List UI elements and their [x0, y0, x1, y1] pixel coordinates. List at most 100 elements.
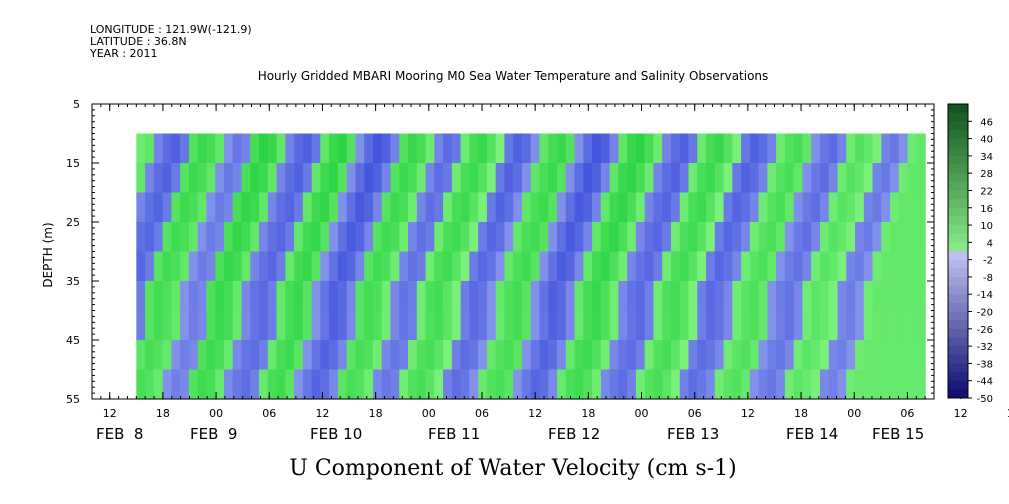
heatmap-cell: [627, 192, 637, 223]
heatmap-cell: [390, 369, 400, 400]
colorbar-tick-label: 40: [980, 135, 993, 146]
heatmap-cell: [723, 192, 733, 223]
x-hour-tick-label: 12: [741, 407, 755, 420]
heatmap-cell: [653, 281, 663, 312]
heatmap-cell: [469, 222, 479, 253]
heatmap-cell: [635, 222, 646, 253]
heatmap-cell: [741, 369, 751, 400]
heatmap-cell: [451, 369, 462, 400]
heatmap-cell: [548, 281, 558, 312]
colorbar-swatch: [948, 380, 968, 390]
heatmap-cell: [259, 251, 269, 282]
heatmap-cell: [425, 340, 435, 371]
heatmap-cell: [767, 340, 777, 371]
heatmap-cell: [267, 163, 278, 194]
heatmap-cell: [530, 133, 541, 164]
heatmap-cell: [153, 251, 164, 282]
heatmap-cell: [390, 222, 400, 253]
heatmap-cell: [206, 340, 216, 371]
heatmap-cell: [881, 222, 891, 253]
heatmap-cell: [259, 340, 269, 371]
colorbar-tick-label: -14: [977, 290, 993, 301]
heatmap-cell: [837, 281, 847, 312]
heatmap-cell: [890, 222, 900, 253]
heatmap-cell: [145, 281, 155, 312]
heatmap-cell: [592, 310, 602, 341]
heatmap-cell: [855, 281, 865, 312]
heatmap-cell: [793, 369, 804, 400]
heatmap-cell: [215, 281, 225, 312]
heatmap-cell: [513, 369, 523, 400]
heatmap-cell: [188, 251, 199, 282]
heatmap-cell: [513, 222, 523, 253]
heatmap-cell: [259, 192, 269, 223]
heatmap-cell: [557, 163, 567, 194]
heatmap-cell: [390, 192, 400, 223]
heatmap-cell: [486, 251, 497, 282]
heatmap-cell: [653, 133, 663, 164]
heatmap-cell: [153, 222, 164, 253]
heatmap-cell: [802, 222, 812, 253]
heatmap-cell: [241, 133, 251, 164]
heatmap-cell: [784, 369, 795, 400]
heatmap-cell: [504, 281, 514, 312]
heatmap-cell: [627, 369, 637, 400]
heatmap-cell: [469, 340, 479, 371]
heatmap-cell: [250, 163, 260, 194]
heatmap-cell: [451, 163, 462, 194]
heatmap-cell: [232, 192, 243, 223]
heatmap-cell: [241, 340, 251, 371]
heatmap-cell: [381, 369, 392, 400]
heatmap-cell: [145, 133, 155, 164]
heatmap-cell: [828, 310, 839, 341]
heatmap-cell: [635, 310, 646, 341]
heatmap-cell: [881, 310, 891, 341]
heatmap-cell: [408, 310, 418, 341]
heatmap-cell: [469, 369, 479, 400]
heatmap-cell: [136, 340, 146, 371]
heatmap-cell: [802, 281, 812, 312]
heatmap-cell: [644, 281, 655, 312]
heatmap-cell: [714, 163, 725, 194]
heatmap-cell: [688, 310, 698, 341]
heatmap-cell: [618, 192, 628, 223]
heatmap-cell: [241, 192, 251, 223]
heatmap-cell: [784, 251, 795, 282]
heatmap-cell: [171, 310, 181, 341]
heatmap-cell: [425, 369, 435, 400]
chart-title: Hourly Gridded MBARI Mooring M0 Sea Wate…: [258, 69, 769, 83]
heatmap-cell: [486, 133, 497, 164]
heatmap-cell: [741, 251, 751, 282]
heatmap-cell: [259, 133, 269, 164]
heatmap-cell: [662, 310, 672, 341]
heatmap-cell: [618, 133, 628, 164]
heatmap-cell: [855, 222, 865, 253]
heatmap-cell: [399, 133, 409, 164]
x-hour-tick-label: 00: [422, 407, 436, 420]
heatmap-cell: [828, 369, 839, 400]
heatmap-cell: [381, 310, 392, 341]
heatmap-cell: [679, 310, 690, 341]
colorbar: 46 40 34 28 22 16 10 4 -2 -8 -14 -20 -26 -32 -38 -44 -50: [947, 103, 993, 405]
heatmap-cell: [504, 340, 514, 371]
colorbar-swatch: [948, 233, 968, 243]
heatmap-cell: [171, 192, 181, 223]
heatmap-cell: [372, 133, 383, 164]
y-tick-label: 5: [73, 98, 80, 111]
heatmap-cell: [241, 281, 251, 312]
heatmap-cell: [898, 133, 909, 164]
heatmap-cell: [811, 133, 821, 164]
heatmap-cell: [285, 163, 295, 194]
heatmap-cell: [460, 163, 470, 194]
heatmap-cell: [670, 163, 681, 194]
heatmap-cell: [670, 192, 681, 223]
heatmap-cell: [802, 192, 812, 223]
heatmap-cell: [618, 340, 628, 371]
heatmap-cell: [460, 133, 470, 164]
heatmap-cell: [180, 251, 190, 282]
heatmap-cell: [635, 133, 646, 164]
heatmap-cell: [408, 133, 418, 164]
heatmap-cell: [469, 310, 479, 341]
heatmap-cell: [565, 281, 576, 312]
heatmap-cell: [767, 369, 777, 400]
